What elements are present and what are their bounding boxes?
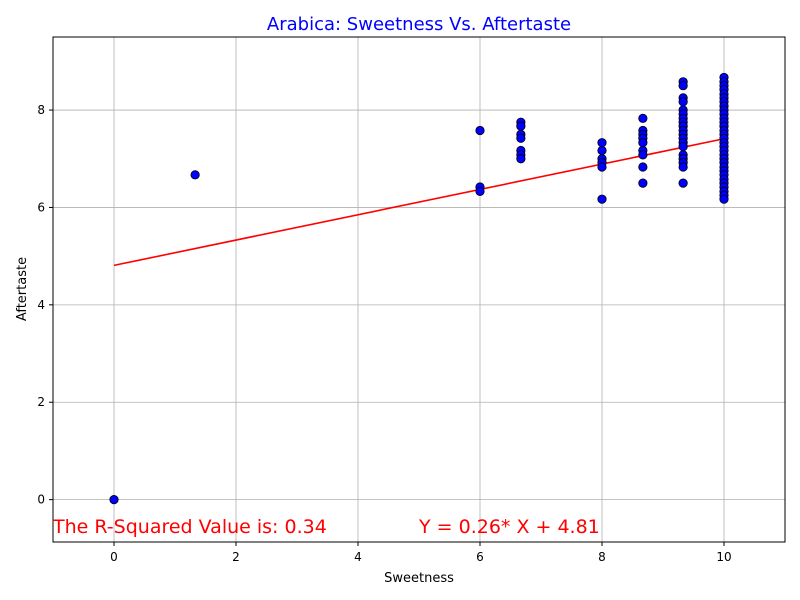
y-tick-label: 0 [37,493,45,507]
data-point [109,495,119,505]
data-point [475,186,485,196]
data-point [678,81,688,91]
data-point [597,145,607,156]
x-tick-label: 6 [476,550,484,564]
y-tick-label: 8 [37,103,45,117]
plot-frame [52,36,786,543]
data-point [678,162,688,172]
chart-title: Arabica: Sweetness Vs. Aftertaste [267,14,571,35]
data-point [638,113,648,123]
x-axis-label: Sweetness [384,571,454,586]
data-point [516,133,526,143]
data-point [638,178,648,188]
regression-equation-annotation: Y = 0.26* X + 4.81 [418,516,600,538]
x-axis-ticks: 0 2 4 6 8 10 [110,542,732,564]
data-point [638,162,648,172]
data-point [678,178,688,188]
data-point [516,121,526,131]
data-points [109,72,729,505]
x-tick-label: 10 [716,550,731,564]
data-point [719,194,729,204]
y-tick-label: 4 [37,298,45,312]
x-tick-label: 2 [232,550,240,564]
y-axis-label: Aftertaste [15,257,30,321]
data-point [475,125,485,136]
data-point [597,162,607,172]
x-tick-label: 0 [110,550,118,564]
regression-line [113,137,725,267]
grid-lines [53,37,785,542]
y-axis-ticks: 0 2 4 6 8 [37,103,53,507]
data-point [597,194,607,204]
data-point [638,138,648,148]
y-tick-label: 2 [37,395,45,409]
regression-line-group [113,137,725,267]
data-point [678,97,688,107]
data-point [638,150,648,160]
data-point [190,170,200,180]
data-point [678,141,688,152]
r-squared-annotation: The R-Squared Value is: 0.34 [52,516,327,538]
x-tick-label: 4 [354,550,362,564]
y-tick-label: 6 [37,200,45,214]
data-point [516,154,526,164]
data-point [597,138,607,148]
x-tick-label: 8 [598,550,606,564]
